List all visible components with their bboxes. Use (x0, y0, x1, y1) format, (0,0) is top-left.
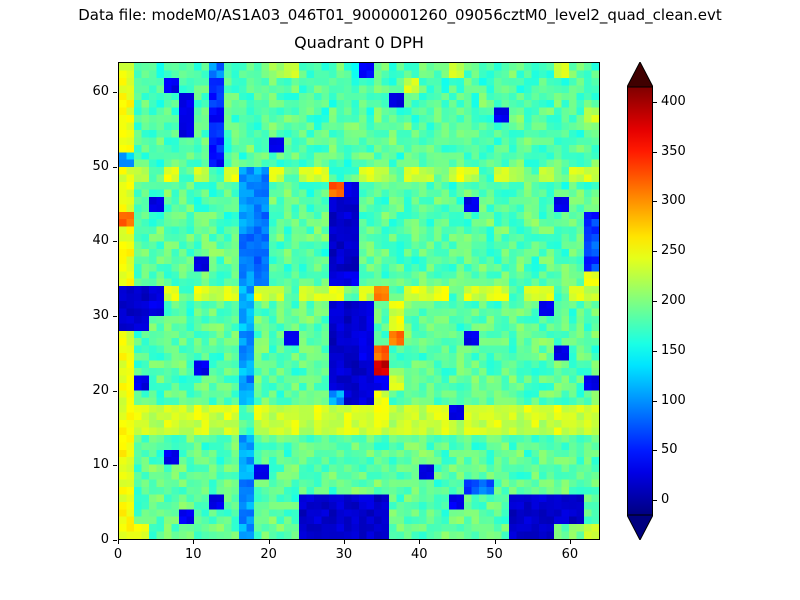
colorbar-tick-mark (653, 151, 657, 153)
colorbar-tick-label: 200 (661, 293, 686, 308)
plot-area (118, 62, 600, 540)
colorbar-tick-mark (653, 301, 657, 302)
y-tick-mark (113, 166, 117, 168)
x-tick-label: 50 (486, 547, 503, 562)
colorbar-tick-label: 50 (661, 442, 678, 458)
y-tick-label: 10 (92, 457, 109, 473)
y-tick-mark (113, 241, 117, 243)
x-tick-label: 10 (185, 547, 202, 562)
y-tick-mark (113, 91, 117, 93)
x-tick-label: 30 (335, 547, 353, 562)
colorbar-lower-arrow (626, 514, 654, 542)
y-tick-label: 20 (92, 382, 109, 398)
y-tick-label: 60 (92, 83, 109, 99)
x-tick-mark (268, 540, 270, 544)
colorbar-tick-mark (653, 500, 657, 502)
colorbar-tick-label: 250 (661, 243, 686, 259)
y-tick-label: 30 (92, 307, 109, 323)
y-tick-label: 0 (100, 532, 109, 547)
colorbar-tick-mark (653, 400, 657, 402)
heatmap-canvas (119, 63, 599, 539)
colorbar-tick-label: 400 (661, 93, 686, 109)
y-tick-mark (113, 390, 117, 392)
colorbar-tick-mark (653, 350, 657, 352)
x-tick-mark (419, 540, 421, 544)
colorbar-tick-mark (653, 201, 657, 203)
colorbar-tick-label: 0 (661, 492, 670, 508)
x-tick-label: 60 (561, 547, 579, 562)
x-tick-mark (494, 540, 496, 544)
x-tick-label: 40 (410, 547, 428, 562)
colorbar-body (627, 86, 653, 516)
y-tick-label: 40 (92, 233, 109, 249)
y-tick-mark (113, 315, 117, 317)
x-tick-mark (569, 540, 571, 544)
x-tick-mark (343, 540, 345, 544)
colorbar-tick-label: 350 (661, 143, 686, 159)
colorbar-tick-mark (653, 101, 657, 103)
colorbar-tick-mark (653, 450, 657, 452)
colorbar-tick-label: 150 (661, 342, 686, 358)
colorbar-tick-mark (653, 251, 657, 253)
plot-title: Quadrant 0 DPH (294, 33, 424, 52)
x-tick-label: 20 (260, 547, 277, 562)
colorbar-tick-label: 100 (661, 392, 686, 408)
y-tick-label: 50 (92, 158, 109, 174)
colorbar (626, 60, 654, 542)
x-tick-mark (193, 540, 195, 544)
y-tick-mark (113, 465, 117, 467)
colorbar-gradient-svg (626, 60, 654, 542)
x-tick-mark (118, 540, 119, 544)
colorbar-tick-label: 300 (661, 193, 686, 209)
datafile-label: Data file: modeM0/AS1A03_046T01_90000012… (78, 6, 722, 24)
y-tick-mark (113, 540, 117, 541)
colorbar-upper-arrow (626, 60, 654, 88)
x-tick-label: 0 (113, 547, 123, 562)
